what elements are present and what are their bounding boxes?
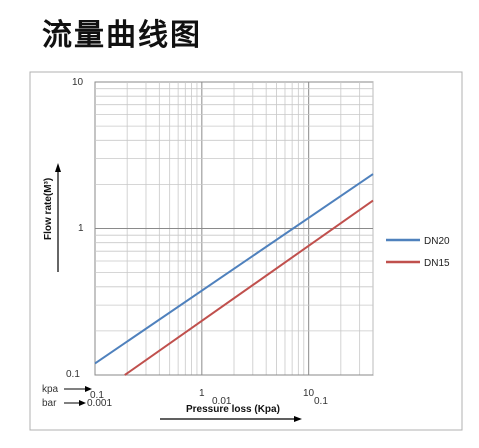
y-tick-label-0.1: 0.1 [66,369,80,380]
x-tick-bar-0.1: 0.1 [314,396,328,407]
y-tick-label-10: 10 [72,77,84,88]
kpa-row-label: kpa [42,384,59,395]
y-axis-arrowhead [55,163,61,172]
series-line-dn15 [124,199,374,376]
y-axis-title: Flow rate(M³) [43,178,54,240]
legend-label-dn15: DN15 [424,258,450,269]
x-tick-bar-0.001: 0.001 [87,398,112,409]
grid-lines [94,82,374,376]
x-tick-bar-0.01: 0.01 [212,396,232,407]
kpa-arrowhead [85,386,92,392]
x-tick-kpa-10: 10 [303,388,315,399]
bar-row-label: bar [42,398,57,409]
legend-label-dn20: DN20 [424,236,450,247]
page-title: 流量曲线图 [42,18,202,53]
x-axis-title: Pressure loss (Kpa) [186,404,280,415]
bar-arrowhead [79,400,86,406]
x-axis-arrowhead [294,416,302,422]
y-tick-label-1: 1 [78,223,84,234]
chart-frame [29,71,463,431]
x-tick-kpa-0.1: 0.1 [90,390,104,401]
x-tick-kpa-1: 1 [199,388,205,399]
series-line-dn20 [94,173,374,365]
series-layer [94,173,374,376]
